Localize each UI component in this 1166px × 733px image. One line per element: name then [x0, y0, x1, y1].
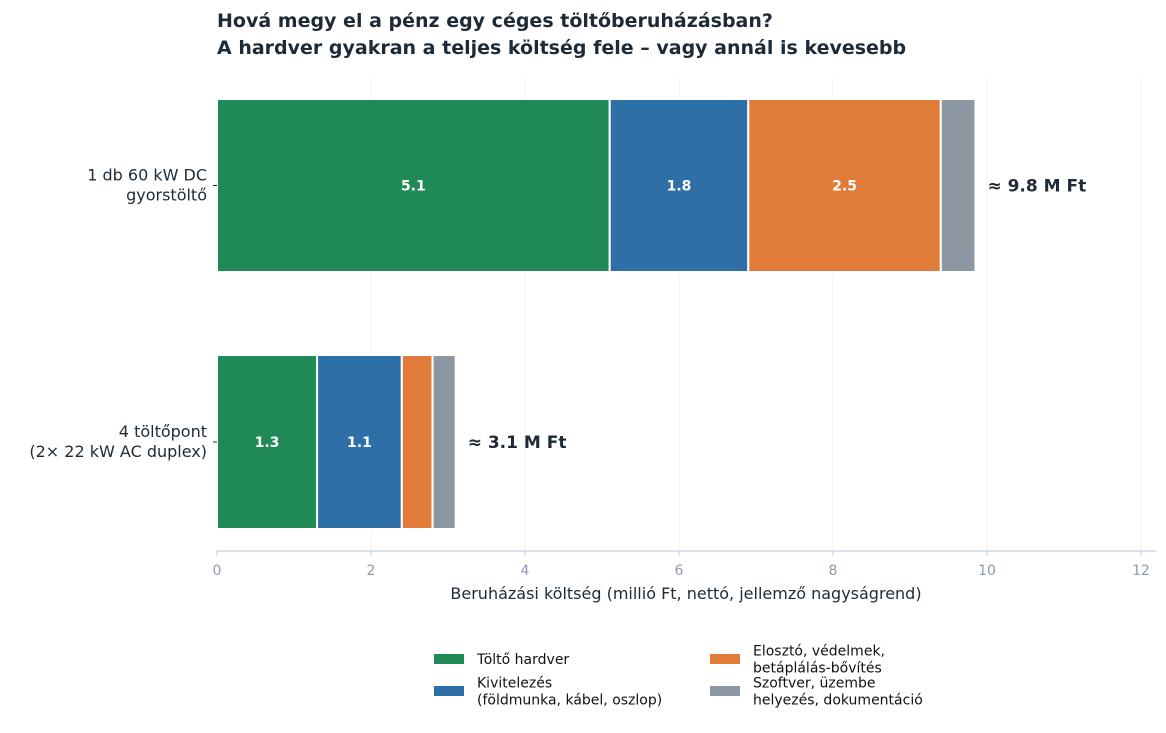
legend: Töltő hardver Kivitelezés(földmunka, kábe… [434, 644, 923, 709]
bar-segment [939, 98, 977, 273]
bar-segment [400, 354, 434, 530]
bar-layer: 5.1 1.8 2.5 ≈ 9.8 M Ft 1.3 1.1 ≈ 3.1 M Ft [216, 98, 1086, 530]
text-layer: Hová megy el a pénz egy céges töltőberuh… [29, 10, 921, 603]
segment-value-label: 2.5 [832, 179, 857, 195]
legend-swatch [434, 686, 464, 696]
x-tick-label: 8 [829, 563, 838, 579]
x-tick-label: 10 [978, 563, 996, 579]
legend-label: (földmunka, kábel, oszlop) [477, 693, 662, 709]
segment-value-label: 1.3 [255, 435, 280, 451]
x-tick-label: 0 [213, 563, 222, 579]
legend-swatch [710, 654, 740, 664]
x-tick-label: 6 [675, 563, 684, 579]
chart-subtitle: A hardver gyakran a teljes költség fele … [217, 37, 906, 59]
segment-value-label: 1.8 [667, 179, 692, 195]
bar-segment [316, 354, 403, 530]
y-category-label: 4 töltőpont [119, 422, 207, 441]
x-tick-label: 4 [521, 563, 530, 579]
x-axis-label: Beruházási költség (millió Ft, nettó, je… [450, 584, 921, 603]
bar-segment [216, 354, 319, 530]
legend-label: helyezés, dokumentáció [753, 693, 923, 709]
legend-label: Szoftver, üzembe [753, 676, 876, 692]
y-category-label: gyorstöltő [126, 186, 207, 205]
bar-segment [216, 98, 611, 273]
chart-title: Hová megy el a pénz egy céges töltőberuh… [217, 10, 773, 32]
bar-total-label: ≈ 3.1 M Ft [468, 433, 567, 453]
x-tick-label: 2 [367, 563, 376, 579]
y-category-label: (2× 22 kW AC duplex) [29, 442, 207, 461]
axis-layer: 0 2 4 6 8 10 12 [213, 185, 1156, 579]
bar-total-label: ≈ 9.8 M Ft [987, 177, 1086, 197]
legend-label: betáplálás-bővítés [753, 661, 882, 677]
legend-label: Töltő hardver [476, 652, 569, 668]
legend-label: Kivitelezés [477, 676, 552, 692]
legend-swatch [710, 686, 740, 696]
segment-value-label: 5.1 [401, 179, 426, 195]
x-tick-label: 12 [1132, 563, 1150, 579]
y-category-label: 1 db 60 kW DC [87, 166, 207, 185]
legend-label: Elosztó, védelmek, [753, 644, 885, 660]
bar-segment [431, 354, 457, 530]
segment-value-label: 1.1 [347, 435, 372, 451]
legend-swatch [434, 654, 464, 664]
